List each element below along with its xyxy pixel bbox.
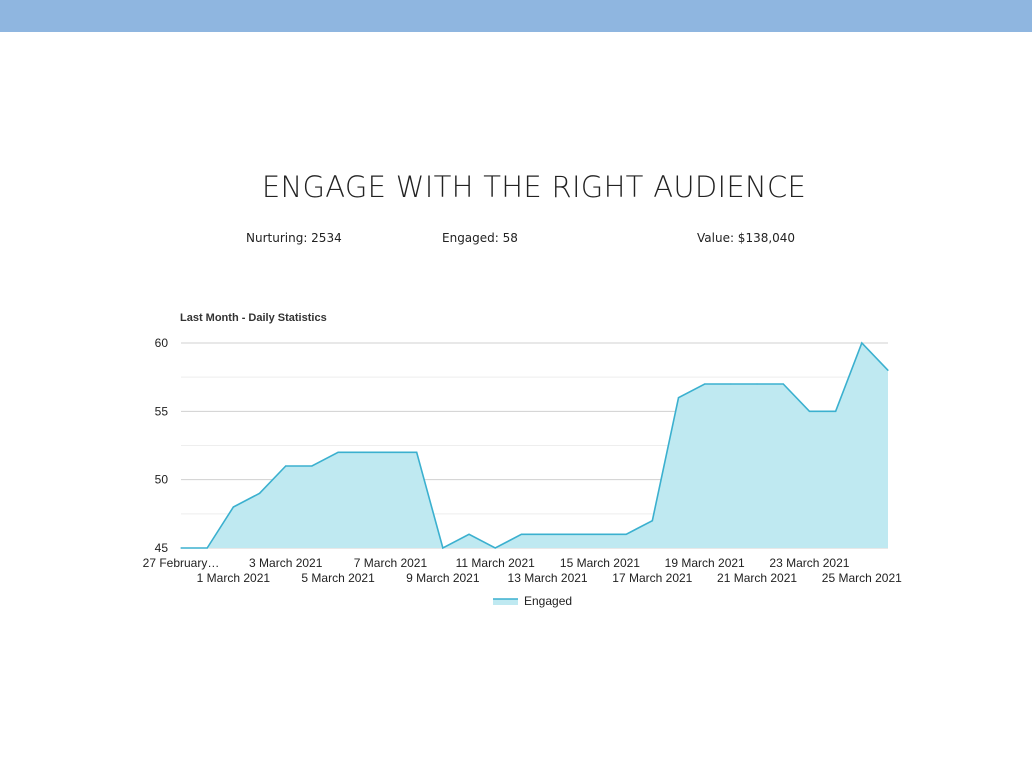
engaged-point-16	[599, 533, 601, 535]
engaged-point-13	[520, 533, 523, 535]
x-tick-label: 1 March 2021	[197, 571, 271, 585]
x-tick-label: 17 March 2021	[612, 571, 692, 585]
engaged-area-fill	[181, 343, 888, 548]
engaged-stat: Engaged: 58	[442, 231, 518, 245]
engaged-point-8	[389, 451, 392, 453]
y-tick-label-55: 55	[155, 404, 169, 418]
engaged-point-14	[546, 533, 549, 535]
nurturing-stat: Nurturing: 2534	[246, 231, 342, 245]
engaged-point-24	[808, 410, 811, 412]
engaged-point-0	[180, 547, 182, 549]
x-tick-label: 9 March 2021	[406, 571, 480, 585]
engaged-point-18	[651, 520, 653, 522]
x-tick-label: 11 March 2021	[456, 556, 535, 570]
y-tick-label-50: 50	[155, 473, 169, 487]
engaged-point-1	[206, 547, 208, 549]
top-banner-bar	[0, 0, 1032, 32]
x-tick-label: 25 March 2021	[822, 571, 902, 585]
engaged-point-11	[468, 533, 470, 535]
engaged-point-12	[494, 547, 496, 549]
engaged-point-6	[337, 451, 339, 453]
engaged-point-10	[442, 547, 444, 549]
y-tick-label-60: 60	[155, 336, 169, 350]
engaged-point-5	[311, 465, 313, 467]
x-tick-label: 3 March 2021	[249, 556, 323, 570]
engaged-point-20	[704, 383, 706, 385]
engaged-series-line	[181, 341, 889, 550]
chart-legend[interactable]: Engaged	[493, 594, 572, 608]
x-tick-label: 27 February…	[143, 556, 220, 570]
engaged-point-15	[573, 533, 575, 535]
engaged-point-26	[861, 342, 863, 344]
engaged-point-2	[232, 506, 234, 508]
chart-series-area	[180, 341, 889, 550]
x-tick-label: 19 March 2021	[665, 556, 745, 570]
y-tick-label-45: 45	[155, 541, 169, 555]
engaged-point-27	[887, 369, 889, 371]
x-tick-label: 21 March 2021	[717, 571, 797, 585]
x-tick-label: 5 March 2021	[301, 571, 375, 585]
x-tick-label: 13 March 2021	[508, 571, 588, 585]
engaged-point-22	[756, 383, 758, 385]
legend-swatch-engaged	[493, 599, 518, 605]
engaged-point-19	[677, 397, 680, 399]
engaged-point-23	[782, 383, 784, 385]
engaged-point-17	[625, 533, 627, 535]
value-stat: Value: $138,040	[697, 231, 796, 245]
chart-title: Last Month - Daily Statistics	[180, 312, 327, 324]
x-tick-label: 23 March 2021	[769, 556, 849, 570]
engaged-point-21	[730, 383, 732, 385]
chart-axes: 45 50 55 60 27 February… 3 March 2021 7 March …	[143, 336, 903, 585]
engaged-point-4	[285, 465, 287, 467]
engaged-point-7	[363, 451, 365, 453]
engaged-point-3	[258, 492, 261, 494]
x-tick-label: 7 March 2021	[354, 556, 428, 570]
engaged-point-25	[835, 410, 837, 412]
page-title: ENGAGE WITH THE RIGHT AUDIENCE	[261, 170, 807, 204]
engaged-point-9	[416, 451, 418, 453]
legend-label-engaged: Engaged	[524, 594, 572, 608]
x-tick-label: 15 March 2021	[560, 556, 640, 570]
